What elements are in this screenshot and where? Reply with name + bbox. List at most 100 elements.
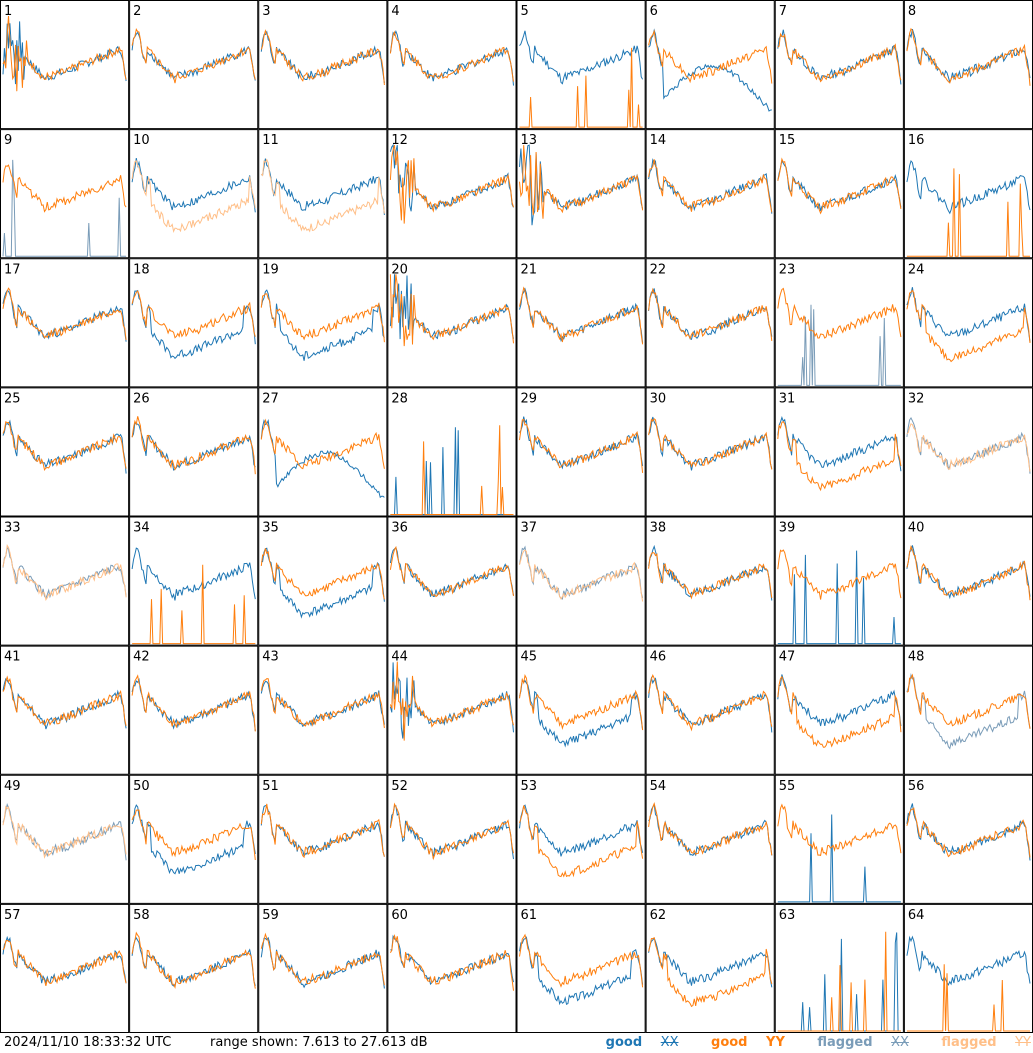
- panel-1: 1: [0, 0, 130, 130]
- series-yy-panel-56: [906, 807, 1031, 858]
- series-yy-panel-8: [906, 27, 1031, 86]
- legend-flagged-yy-pol: YY: [1015, 1035, 1031, 1050]
- series-yy-panel-2: [131, 27, 256, 84]
- panel-label: 8: [908, 4, 916, 19]
- panel-frame: [903, 129, 1033, 259]
- series-yy-panel-54: [648, 801, 773, 856]
- panel-frame: [903, 903, 1033, 1033]
- panel-24: 24: [903, 258, 1033, 388]
- panel-frame: [258, 0, 388, 130]
- panel-frame: [645, 774, 775, 904]
- panel-frame: [0, 129, 130, 259]
- series-xx-panel-50: [131, 804, 256, 875]
- series-yy-panel-37: [519, 549, 644, 602]
- panel-label: 21: [521, 262, 538, 277]
- series-xx-panel-58: [131, 937, 256, 987]
- panel-frame: [774, 645, 904, 775]
- series-yy-panel-12: [389, 144, 514, 224]
- series-yy-panel-36: [389, 545, 514, 598]
- panel-label: 26: [133, 391, 150, 406]
- series-yy-panel-52: [389, 802, 514, 861]
- series-xx-panel-9: [2, 159, 127, 257]
- series-yy-panel-55: [777, 803, 902, 857]
- panel-15: 15: [774, 129, 904, 259]
- series-xx-panel-38: [648, 544, 773, 601]
- panel-frame: [129, 0, 259, 130]
- series-yy-panel-44: [389, 661, 514, 741]
- series-xx-panel-45: [519, 678, 644, 748]
- panel-34: 34: [129, 516, 259, 646]
- panel-label: 15: [779, 133, 796, 148]
- series-yy-panel-20: [389, 274, 514, 347]
- footer: 2024/11/10 18:33:32 UTC range shown: 7.6…: [0, 1033, 1033, 1053]
- panel-frame: [258, 129, 388, 259]
- panel-label: 30: [650, 391, 667, 406]
- series-yy-panel-64: [906, 964, 1030, 1032]
- legend-good-xx: good XX: [592, 1035, 683, 1050]
- series-yy-panel-45: [519, 673, 644, 731]
- panel-55: 55: [774, 774, 904, 904]
- panel-label: 40: [908, 521, 925, 536]
- panel-16: 16: [903, 129, 1033, 259]
- panel-label: 3: [262, 4, 270, 19]
- series-xx-panel-4: [389, 30, 514, 86]
- series-xx-panel-30: [648, 416, 773, 471]
- panel-label: 22: [650, 262, 667, 277]
- panel-label: 63: [779, 908, 796, 923]
- panel-53: 53: [516, 774, 646, 904]
- panel-60: 60: [387, 903, 517, 1033]
- series-xx-panel-16: [906, 159, 1031, 215]
- series-xx-panel-64: [906, 935, 1031, 986]
- panel-label: 35: [262, 521, 279, 536]
- panel-44: 44: [387, 645, 517, 775]
- series-yy-panel-61: [519, 933, 644, 988]
- panel-frame: [258, 645, 388, 775]
- panel-58: 58: [129, 903, 259, 1033]
- series-yy-panel-30: [648, 418, 773, 470]
- panel-label: 5: [521, 4, 529, 19]
- series-xx-panel-39: [777, 550, 901, 645]
- series-xx-panel-6: [648, 28, 772, 112]
- panel-9: 9: [0, 129, 130, 259]
- panel-20: 20: [387, 258, 517, 388]
- panel-frame: [0, 387, 130, 517]
- series-xx-panel-56: [906, 803, 1031, 861]
- series-xx-panel-32: [906, 417, 1031, 474]
- series-xx-panel-3: [260, 30, 385, 84]
- panel-50: 50: [129, 774, 259, 904]
- panel-11: 11: [258, 129, 388, 259]
- panel-frame: [387, 645, 517, 775]
- panel-label: 54: [650, 779, 667, 794]
- panel-frame: [129, 774, 259, 904]
- series-xx-panel-14: [648, 158, 773, 214]
- series-yy-panel-28: [390, 425, 514, 515]
- panel-13: 13: [516, 129, 646, 259]
- series-xx-panel-55: [777, 814, 901, 903]
- panel-frame: [645, 903, 775, 1033]
- panel-label: 62: [650, 908, 667, 923]
- panel-frame: [903, 0, 1033, 130]
- panel-label: 39: [779, 521, 796, 536]
- legend-flagged-yy: flagged YY: [927, 1035, 1031, 1050]
- panel-frame: [258, 516, 388, 646]
- panel-4: 4: [387, 0, 517, 130]
- panel-label: 4: [391, 4, 399, 19]
- series-yy-panel-50: [131, 809, 256, 861]
- series-yy-panel-62: [648, 937, 773, 1008]
- panel-label: 41: [4, 650, 21, 665]
- series-yy-panel-32: [906, 423, 1031, 472]
- series-yy-panel-48: [906, 673, 1031, 729]
- panel-frame: [774, 774, 904, 904]
- legend-good-yy-label: good: [711, 1035, 748, 1050]
- series-xx-panel-53: [519, 804, 644, 857]
- series-yy-panel-6: [648, 29, 773, 84]
- panel-label: 55: [779, 779, 796, 794]
- series-xx-panel-59: [260, 936, 385, 989]
- panel-52: 52: [387, 774, 517, 904]
- panel-frame: [129, 516, 259, 646]
- series-yy-panel-23: [777, 287, 902, 339]
- panel-49: 49: [0, 774, 130, 904]
- series-yy-panel-34: [132, 564, 256, 645]
- series-yy-panel-47: [777, 675, 902, 748]
- series-yy-panel-17: [2, 287, 127, 341]
